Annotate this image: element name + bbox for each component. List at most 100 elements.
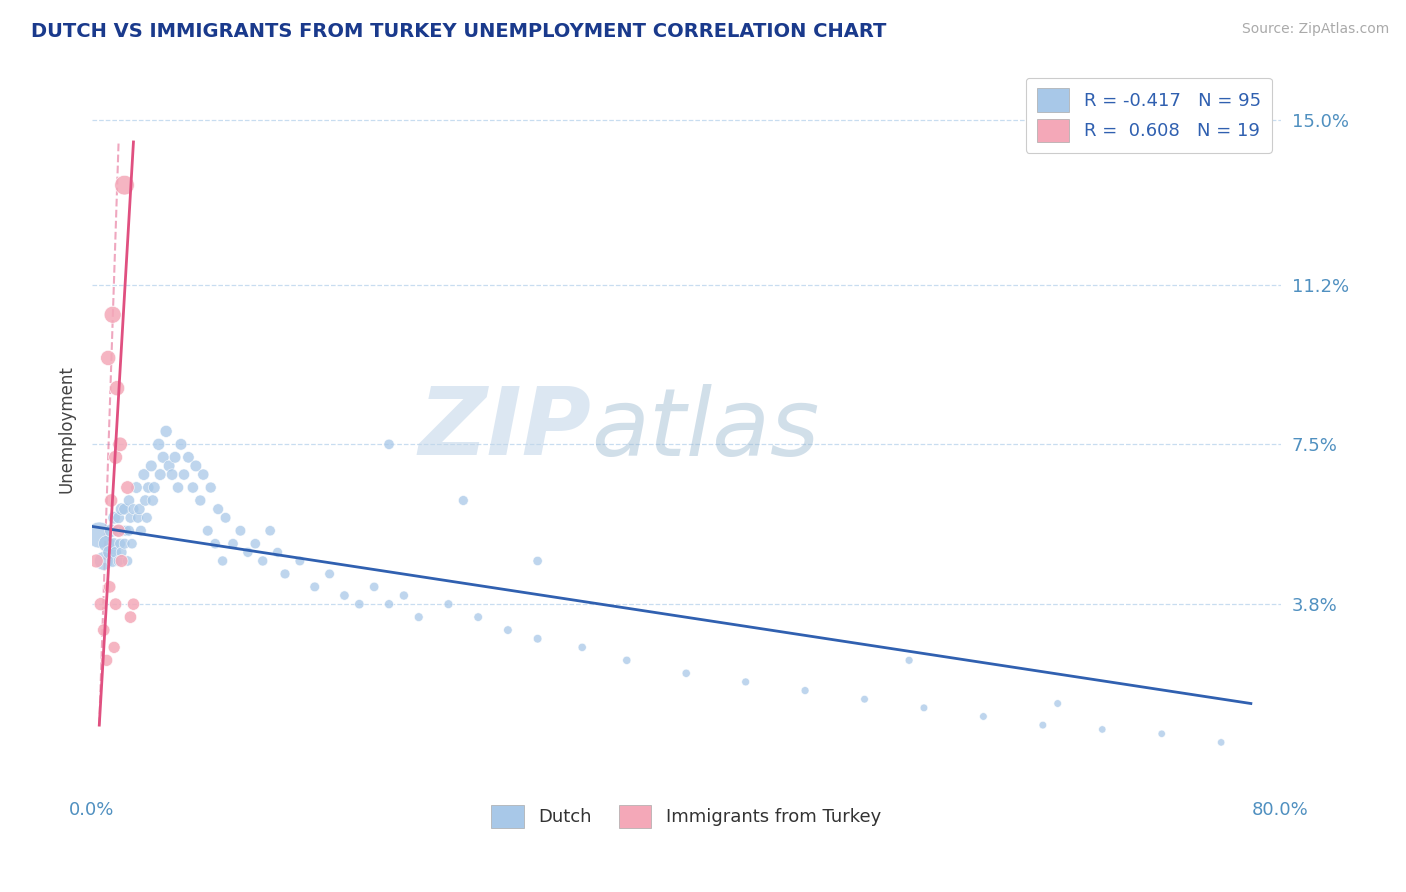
- Point: [173, 467, 195, 482]
- Point: [794, 683, 817, 698]
- Point: [107, 524, 129, 538]
- Point: [437, 597, 460, 611]
- Point: [155, 425, 177, 439]
- Point: [127, 510, 149, 524]
- Point: [93, 623, 115, 637]
- Point: [96, 537, 118, 551]
- Point: [236, 545, 259, 559]
- Point: [222, 537, 245, 551]
- Point: [898, 653, 921, 667]
- Point: [98, 580, 121, 594]
- Point: [114, 178, 136, 193]
- Point: [122, 597, 145, 611]
- Point: [165, 450, 187, 465]
- Point: [259, 524, 281, 538]
- Point: [125, 481, 148, 495]
- Point: [526, 554, 548, 568]
- Point: [160, 467, 183, 482]
- Point: [117, 481, 139, 495]
- Point: [363, 580, 385, 594]
- Y-axis label: Unemployment: Unemployment: [58, 366, 75, 493]
- Point: [467, 610, 489, 624]
- Point: [408, 610, 430, 624]
- Point: [100, 524, 122, 538]
- Point: [117, 554, 139, 568]
- Point: [93, 554, 115, 568]
- Point: [616, 653, 638, 667]
- Text: Source: ZipAtlas.com: Source: ZipAtlas.com: [1241, 22, 1389, 37]
- Point: [107, 554, 129, 568]
- Point: [378, 597, 401, 611]
- Point: [97, 351, 120, 365]
- Point: [229, 524, 252, 538]
- Point: [734, 674, 756, 689]
- Point: [167, 481, 190, 495]
- Point: [252, 554, 274, 568]
- Point: [193, 467, 215, 482]
- Legend: Dutch, Immigrants from Turkey: Dutch, Immigrants from Turkey: [484, 797, 889, 835]
- Point: [211, 554, 233, 568]
- Point: [333, 589, 356, 603]
- Point: [108, 537, 131, 551]
- Point: [134, 493, 156, 508]
- Text: ZIP: ZIP: [418, 384, 591, 475]
- Point: [110, 545, 132, 559]
- Point: [120, 510, 142, 524]
- Point: [101, 554, 124, 568]
- Point: [103, 537, 125, 551]
- Point: [118, 524, 141, 538]
- Point: [141, 458, 163, 473]
- Point: [100, 493, 122, 508]
- Point: [207, 502, 229, 516]
- Point: [1091, 723, 1114, 737]
- Point: [204, 537, 226, 551]
- Point: [378, 437, 401, 451]
- Point: [453, 493, 475, 508]
- Point: [200, 481, 222, 495]
- Point: [912, 701, 935, 715]
- Point: [120, 610, 142, 624]
- Point: [143, 481, 166, 495]
- Point: [115, 524, 138, 538]
- Point: [184, 458, 207, 473]
- Point: [105, 524, 128, 538]
- Point: [266, 545, 288, 559]
- Point: [157, 458, 180, 473]
- Point: [108, 437, 131, 451]
- Point: [121, 537, 143, 551]
- Point: [107, 510, 129, 524]
- Point: [101, 308, 124, 322]
- Point: [149, 467, 172, 482]
- Point: [152, 450, 174, 465]
- Point: [135, 510, 157, 524]
- Point: [89, 528, 111, 542]
- Point: [128, 502, 150, 516]
- Point: [1211, 735, 1233, 749]
- Point: [304, 580, 326, 594]
- Point: [104, 545, 127, 559]
- Point: [274, 566, 297, 581]
- Point: [181, 481, 204, 495]
- Point: [148, 437, 170, 451]
- Point: [103, 510, 125, 524]
- Point: [177, 450, 200, 465]
- Point: [853, 692, 876, 706]
- Point: [170, 437, 193, 451]
- Point: [114, 537, 136, 551]
- Point: [142, 493, 165, 508]
- Point: [349, 597, 371, 611]
- Point: [571, 640, 593, 655]
- Point: [1150, 727, 1173, 741]
- Point: [96, 653, 118, 667]
- Point: [129, 524, 152, 538]
- Point: [675, 666, 697, 681]
- Text: DUTCH VS IMMIGRANTS FROM TURKEY UNEMPLOYMENT CORRELATION CHART: DUTCH VS IMMIGRANTS FROM TURKEY UNEMPLOY…: [31, 22, 886, 41]
- Point: [214, 510, 236, 524]
- Point: [112, 524, 135, 538]
- Point: [197, 524, 219, 538]
- Text: atlas: atlas: [591, 384, 820, 475]
- Point: [98, 545, 121, 559]
- Point: [972, 709, 994, 723]
- Point: [118, 493, 141, 508]
- Point: [84, 554, 107, 568]
